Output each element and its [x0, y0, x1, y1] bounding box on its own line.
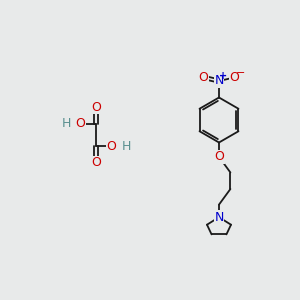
Text: N: N	[214, 74, 224, 88]
Text: O: O	[91, 100, 101, 114]
Text: H: H	[121, 140, 131, 153]
Text: O: O	[199, 71, 208, 84]
Text: H: H	[61, 117, 71, 130]
Text: O: O	[214, 150, 224, 164]
Text: N: N	[214, 211, 224, 224]
Text: O: O	[230, 71, 239, 84]
Text: O: O	[76, 117, 85, 130]
Text: +: +	[218, 71, 227, 81]
Text: O: O	[107, 140, 116, 153]
Text: −: −	[236, 68, 245, 78]
Text: O: O	[91, 156, 101, 170]
